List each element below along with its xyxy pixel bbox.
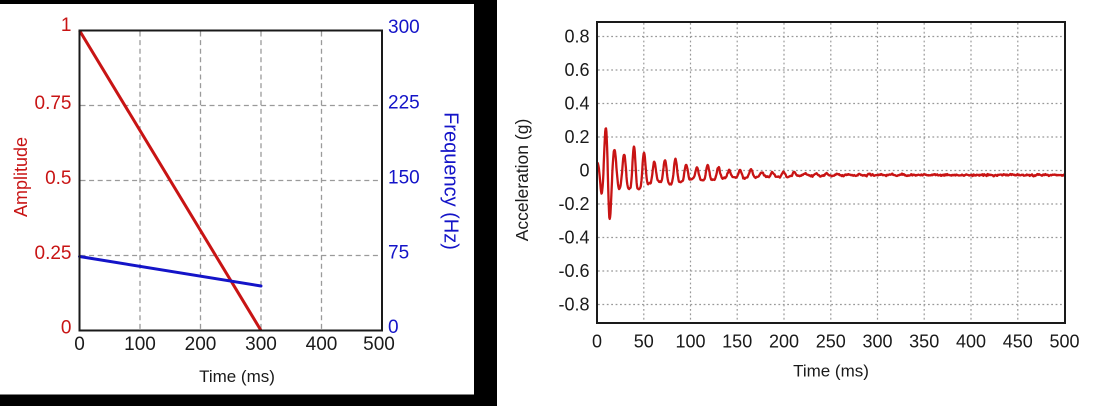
svg-text:0.8: 0.8 [564,27,589,47]
svg-text:0.2: 0.2 [564,127,589,147]
svg-text:500: 500 [1049,332,1079,352]
svg-text:0.25: 0.25 [35,243,72,264]
svg-text:450: 450 [1003,332,1033,352]
svg-text:-0.2: -0.2 [558,194,589,214]
svg-text:0.6: 0.6 [564,60,589,80]
svg-text:Time (ms): Time (ms) [199,367,275,386]
svg-text:400: 400 [956,332,986,352]
svg-text:-0.4: -0.4 [558,228,589,248]
svg-text:0: 0 [388,317,399,338]
svg-text:200: 200 [185,334,217,355]
svg-text:400: 400 [306,334,338,355]
svg-text:300: 300 [388,17,420,38]
svg-text:-0.6: -0.6 [558,261,589,281]
svg-text:0.75: 0.75 [35,93,72,114]
svg-text:300: 300 [245,334,277,355]
svg-text:0: 0 [592,332,602,352]
svg-text:225: 225 [388,93,420,114]
svg-text:100: 100 [675,332,705,352]
svg-text:-0.8: -0.8 [558,295,589,315]
svg-text:1: 1 [61,15,72,36]
svg-text:100: 100 [124,334,156,355]
svg-text:50: 50 [634,332,654,352]
svg-text:200: 200 [769,332,799,352]
svg-text:Frequency (Hz): Frequency (Hz) [440,112,462,250]
svg-text:250: 250 [816,332,846,352]
svg-text:0: 0 [579,161,589,181]
svg-text:150: 150 [388,168,420,189]
svg-text:0: 0 [74,334,85,355]
svg-text:Acceleration (g): Acceleration (g) [512,119,532,242]
svg-text:Time (ms): Time (ms) [793,362,869,381]
svg-text:300: 300 [862,332,892,352]
svg-text:0.5: 0.5 [45,168,71,189]
svg-text:75: 75 [388,243,409,264]
svg-text:0: 0 [61,318,72,339]
svg-text:150: 150 [722,332,752,352]
svg-text:0.4: 0.4 [564,94,589,114]
svg-text:Amplitude: Amplitude [11,137,31,217]
svg-text:500: 500 [363,334,395,355]
svg-text:350: 350 [909,332,939,352]
